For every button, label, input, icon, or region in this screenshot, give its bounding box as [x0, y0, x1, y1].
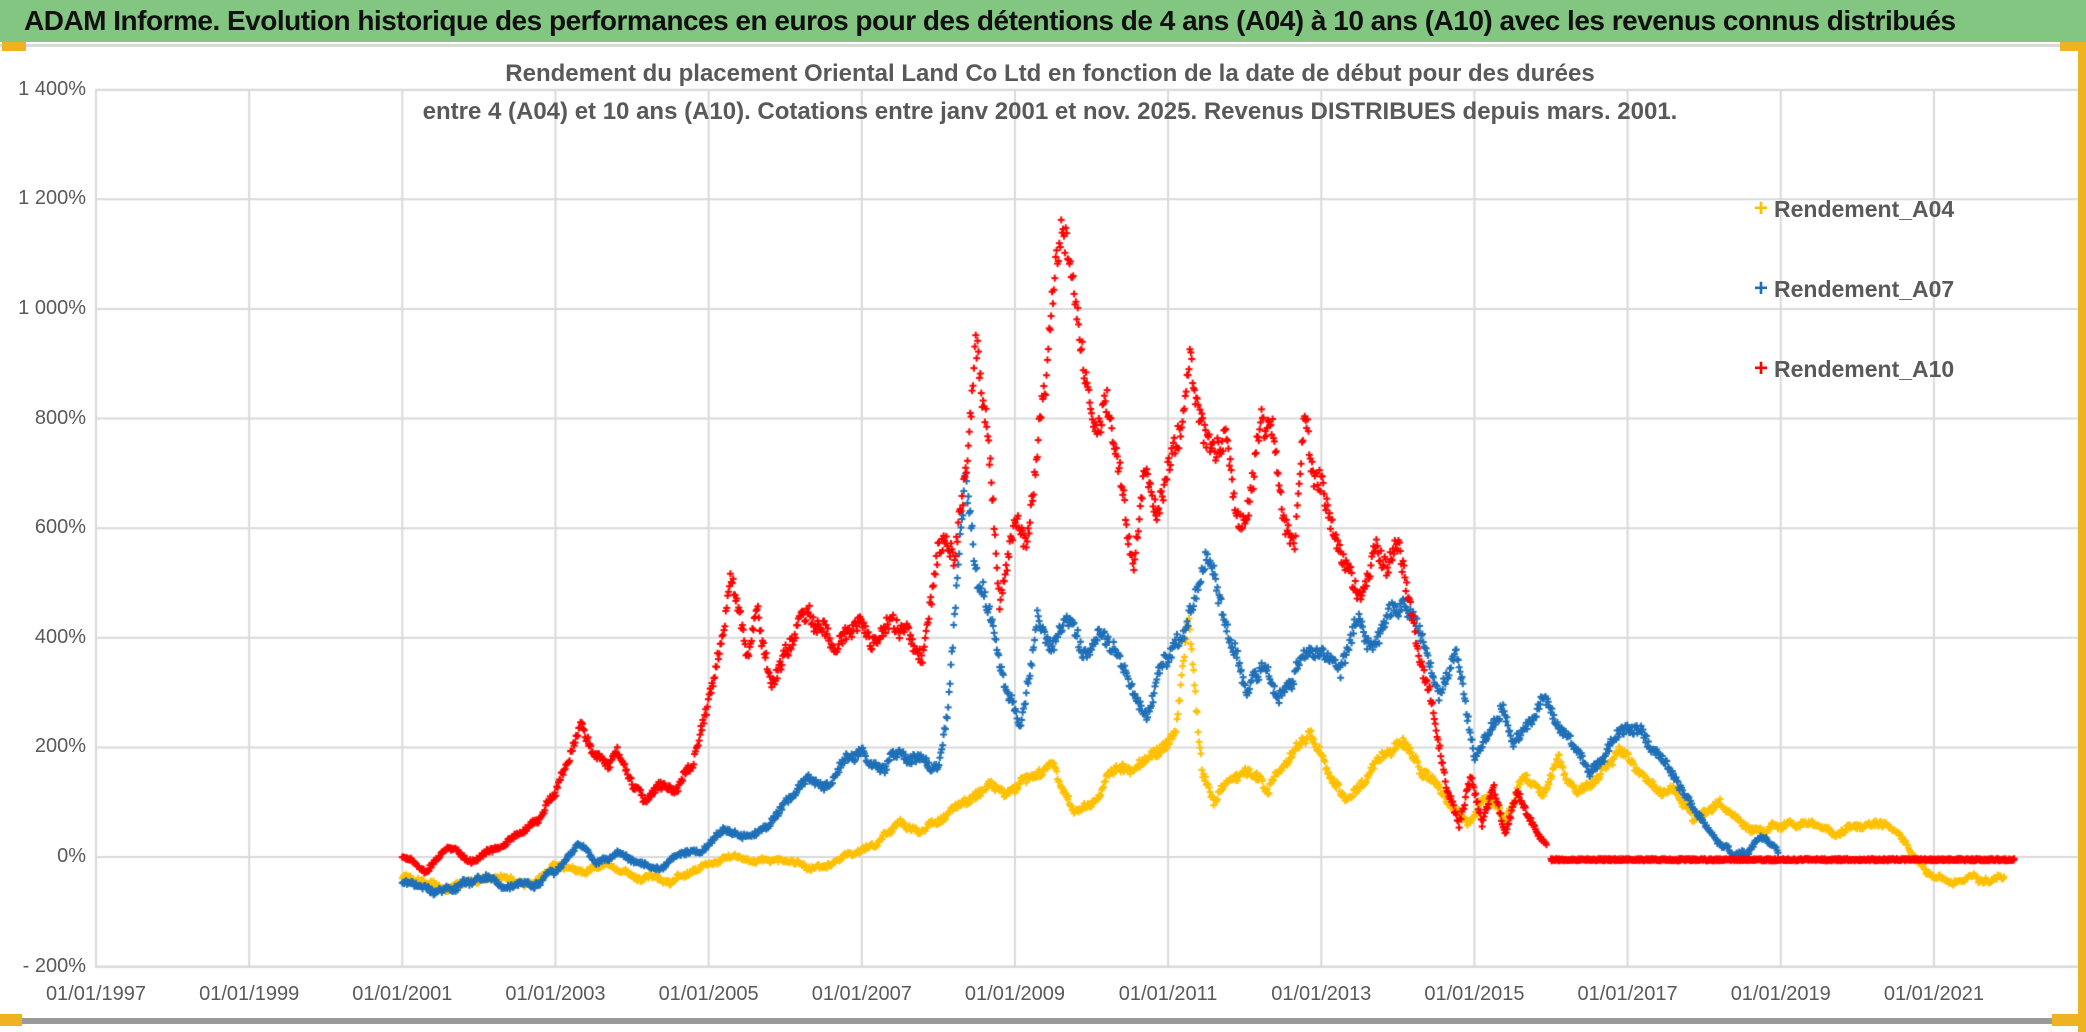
x-axis-tick-label: 01/01/2015 [1424, 983, 1525, 1005]
x-axis-tick-label: 01/01/2001 [352, 983, 453, 1005]
plus-marker-icon: + [1753, 275, 1768, 302]
x-axis-tick-label: 01/01/2005 [658, 983, 759, 1005]
y-axis-tick-label: 0% [57, 845, 86, 867]
legend-label: Rendement_A10 [1774, 355, 1955, 382]
legend-item-rendement-a10[interactable]: + Rendement_A10 [1748, 356, 2048, 382]
y-axis-tick-label: 800% [34, 406, 86, 429]
chart-title-line-1: Rendement du placement Oriental Land Co … [505, 60, 1595, 87]
x-axis-tick-label: 01/01/2007 [811, 983, 912, 1005]
y-axis-tick-label: 600% [34, 516, 86, 539]
plus-marker-icon: + [1753, 195, 1768, 222]
y-axis-tick-label: 1 000% [18, 296, 86, 319]
x-axis-tick-label: 01/01/1997 [45, 983, 147, 1005]
y-axis-tick-label: 1 400% [18, 77, 86, 100]
x-axis-tick-label: 01/01/2019 [1730, 983, 1831, 1005]
legend-item-rendement-a04[interactable]: + Rendement_A04 [1748, 196, 2048, 222]
x-axis-tick-label: 01/01/2011 [1118, 983, 1218, 1005]
plus-marker-icon: + [1753, 355, 1768, 382]
selection-mark-bottom-left [0, 1014, 22, 1026]
x-axis-tick-label: 01/01/1999 [199, 983, 300, 1005]
y-axis-tick-label: 200% [34, 735, 86, 758]
chart-title-line-2: entre 4 (A04) et 10 ans (A10). Cotations… [422, 98, 1678, 125]
sheet-bottom-border [0, 1018, 2086, 1024]
legend-item-rendement-a07[interactable]: + Rendement_A07 [1748, 276, 2048, 302]
selection-mark-bottom-right [2052, 1014, 2086, 1026]
x-axis-tick-label: 01/01/2021 [1883, 983, 1984, 1005]
selection-border-right [2078, 42, 2086, 1032]
chart-legend: + Rendement_A04 + Rendement_A07 + Rendem… [1748, 196, 2048, 436]
x-axis-tick-label: 01/01/2017 [1577, 983, 1678, 1005]
x-axis-tick-label: 01/01/2013 [1271, 983, 1372, 1005]
x-axis-tick-label: 01/01/2009 [964, 983, 1065, 1005]
x-axis-tick-label: 01/01/2003 [505, 983, 606, 1005]
y-axis-tick-label: 400% [34, 625, 86, 648]
y-axis-tick-label: - 200% [22, 954, 86, 977]
legend-label: Rendement_A07 [1774, 275, 1955, 302]
y-axis-tick-label: 1 200% [18, 187, 86, 210]
legend-label: Rendement_A04 [1774, 195, 1955, 222]
